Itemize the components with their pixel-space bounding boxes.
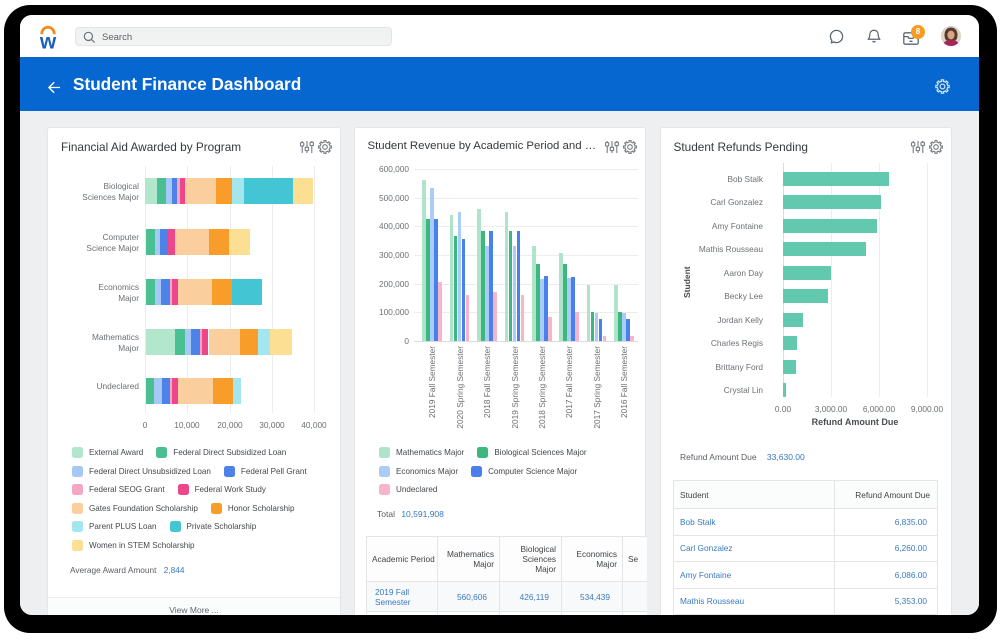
svg-text:w: w xyxy=(39,31,57,50)
